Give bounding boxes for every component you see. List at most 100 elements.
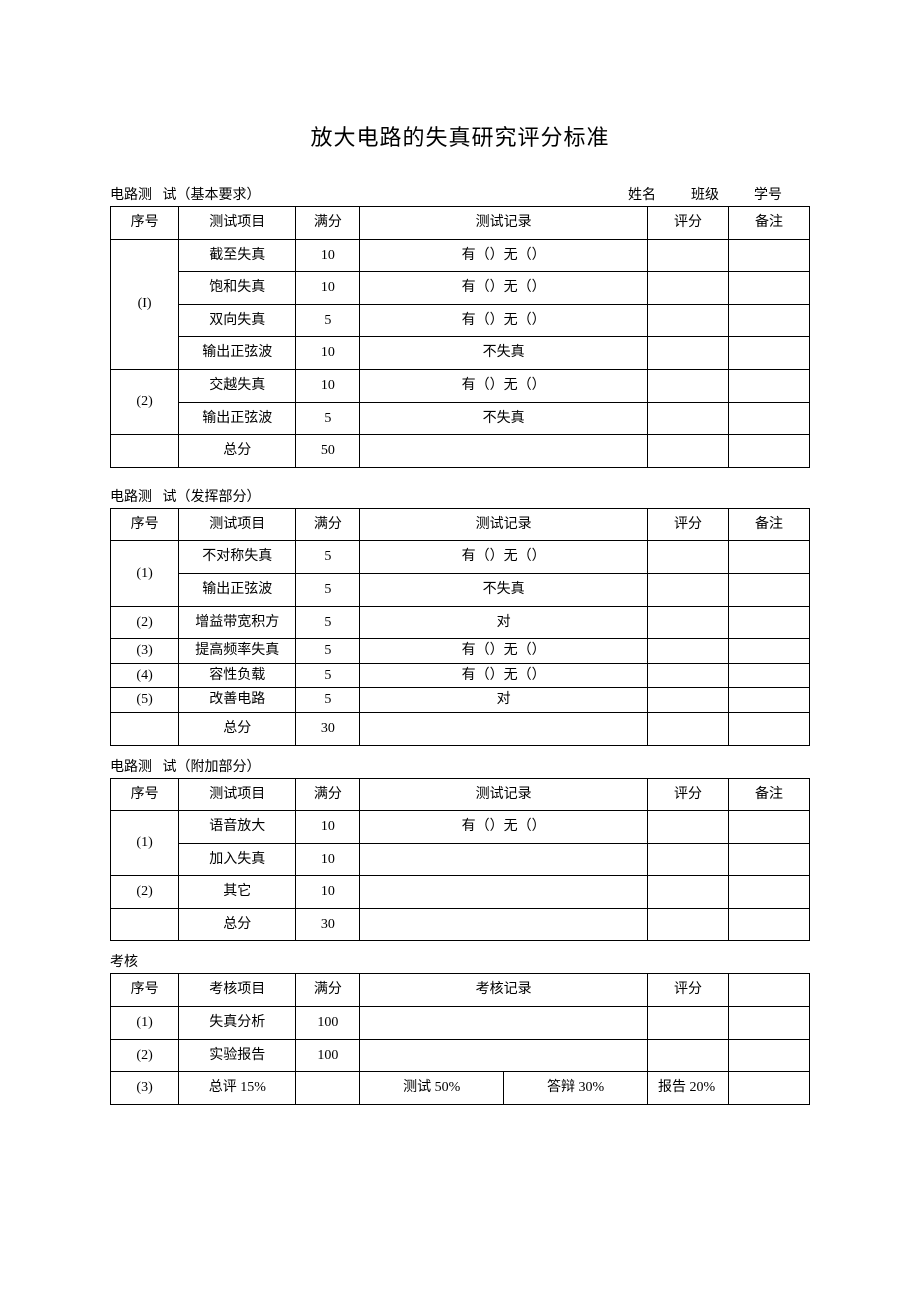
table-assess: 序号考核项目满分考核记录评分(1)失真分析100(2)实验报告100(3)总评 …	[110, 973, 810, 1104]
empty-cell	[648, 435, 729, 468]
record-cell	[360, 843, 648, 876]
empty-cell	[360, 908, 648, 941]
record-cell: 不失真	[360, 573, 648, 606]
col-header: 备注	[728, 778, 809, 811]
page-title: 放大电路的失真研究评分标准	[110, 120, 810, 152]
note-cell	[728, 843, 809, 876]
score-cell	[648, 239, 729, 272]
col-header: 序号	[111, 207, 179, 240]
col-header: 考核项目	[179, 974, 296, 1007]
item-cell: 不对称失真	[179, 541, 296, 574]
item-cell: 改善电路	[179, 688, 296, 713]
full-cell: 10	[296, 337, 360, 370]
record-cell: 有（）无（）	[360, 369, 648, 402]
item-cell: 输出正弦波	[179, 402, 296, 435]
empty-cell	[728, 908, 809, 941]
record-cell: 不失真	[360, 402, 648, 435]
item-cell: 输出正弦波	[179, 573, 296, 606]
note-cell	[728, 639, 809, 664]
full-cell	[296, 1072, 360, 1105]
seq-cell: (1)	[111, 811, 179, 876]
item-cell: 截至失真	[179, 239, 296, 272]
seq-cell: (2)	[111, 369, 179, 434]
item-cell: 加入失真	[179, 843, 296, 876]
col-header: 评分	[648, 508, 729, 541]
score-cell	[648, 688, 729, 713]
seq-cell: (1)	[111, 541, 179, 606]
total-label: 总分	[179, 435, 296, 468]
seq-cell: (2)	[111, 1039, 179, 1072]
record-cell: 有（）无（）	[360, 639, 648, 664]
full-cell: 5	[296, 688, 360, 713]
note-cell	[728, 541, 809, 574]
col-header	[728, 974, 809, 1007]
col-header: 测试记录	[360, 207, 648, 240]
total-value: 30	[296, 712, 360, 745]
note-cell	[728, 606, 809, 639]
col-header: 序号	[111, 974, 179, 1007]
col-header: 满分	[296, 778, 360, 811]
record-cell: 有（）无（）	[360, 811, 648, 844]
note-cell	[728, 811, 809, 844]
note-cell	[728, 402, 809, 435]
full-cell: 5	[296, 639, 360, 664]
table-enhanced: 序号测试项目满分测试记录评分备注(1)不对称失真5有（）无（）输出正弦波5不失真…	[110, 508, 810, 746]
seq-cell: (3)	[111, 1072, 179, 1105]
item-cell: 增益带宽积方	[179, 606, 296, 639]
total-value: 30	[296, 908, 360, 941]
seq-cell	[111, 908, 179, 941]
col-header: 满分	[296, 974, 360, 1007]
full-cell: 5	[296, 663, 360, 688]
col-header: 满分	[296, 207, 360, 240]
section-header-3: 电路测 试（附加部分）	[110, 752, 810, 778]
record-cell: 有（）无（）	[360, 272, 648, 305]
col-header: 备注	[728, 508, 809, 541]
score-cell	[648, 811, 729, 844]
score-cell	[648, 639, 729, 664]
score-cell	[648, 876, 729, 909]
record-cell	[360, 876, 648, 909]
col-header: 序号	[111, 778, 179, 811]
full-cell: 5	[296, 541, 360, 574]
item-cell: 提高频率失真	[179, 639, 296, 664]
col-header: 序号	[111, 508, 179, 541]
col-header: 满分	[296, 508, 360, 541]
summary-test: 测试 50%	[360, 1072, 504, 1105]
note-cell	[728, 876, 809, 909]
full-cell: 10	[296, 369, 360, 402]
item-cell: 双向失真	[179, 304, 296, 337]
item-cell: 语音放大	[179, 811, 296, 844]
score-cell	[648, 304, 729, 337]
score-cell	[648, 606, 729, 639]
section-header-4: 考核	[110, 947, 810, 973]
note-cell	[728, 369, 809, 402]
seq-cell: (2)	[111, 876, 179, 909]
note-cell	[728, 337, 809, 370]
empty-cell	[648, 908, 729, 941]
record-cell: 有（）无（）	[360, 304, 648, 337]
full-cell: 5	[296, 402, 360, 435]
col-header: 测试记录	[360, 508, 648, 541]
full-cell: 10	[296, 239, 360, 272]
full-cell: 10	[296, 876, 360, 909]
seq-cell: (3)	[111, 639, 179, 664]
empty-cell	[360, 712, 648, 745]
score-cell	[648, 541, 729, 574]
full-cell: 5	[296, 304, 360, 337]
score-cell	[648, 843, 729, 876]
summary-report: 报告 20%	[648, 1072, 729, 1105]
full-cell: 10	[296, 272, 360, 305]
item-cell: 输出正弦波	[179, 337, 296, 370]
score-cell	[648, 1039, 729, 1072]
full-cell: 5	[296, 606, 360, 639]
score-cell	[648, 272, 729, 305]
item-cell: 实验报告	[179, 1039, 296, 1072]
section-header-1: 电路测 试（基本要求） 姓名 班级 学号	[110, 180, 810, 206]
col-header: 考核记录	[360, 974, 648, 1007]
col-header: 测试记录	[360, 778, 648, 811]
full-cell: 5	[296, 573, 360, 606]
seq-cell: (1)	[111, 1007, 179, 1040]
table-basic: 序号测试项目满分测试记录评分备注(I)截至失真10有（）无（）饱和失真10有（）…	[110, 206, 810, 468]
item-cell: 饱和失真	[179, 272, 296, 305]
note-cell	[728, 1072, 809, 1105]
